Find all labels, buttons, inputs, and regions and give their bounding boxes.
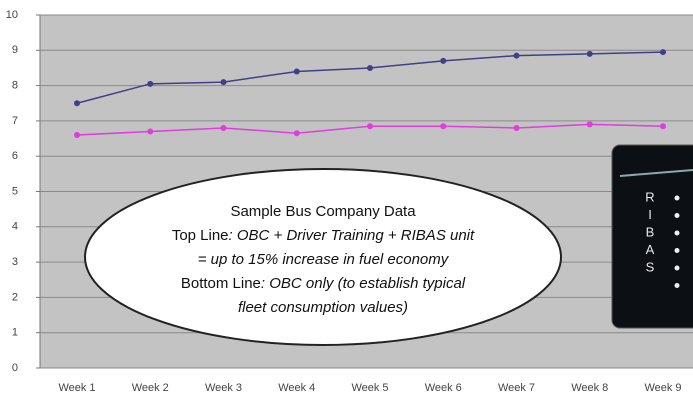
x-tick-label: Week 2 bbox=[132, 382, 169, 394]
data-point bbox=[367, 123, 373, 130]
data-point bbox=[293, 130, 300, 137]
x-tick-label: Week 1 bbox=[58, 382, 95, 394]
device-letter: R bbox=[645, 189, 654, 204]
y-tick-label: 5 bbox=[12, 185, 18, 197]
annotation-title: Sample Bus Company Data bbox=[230, 203, 416, 220]
annotation-ellipse bbox=[84, 168, 562, 346]
y-tick-label: 4 bbox=[12, 221, 18, 233]
data-point bbox=[513, 52, 520, 59]
y-tick-label: 8 bbox=[12, 80, 18, 92]
device-body bbox=[611, 144, 693, 329]
data-point bbox=[660, 123, 666, 130]
device-letter: A bbox=[646, 242, 655, 257]
device-led bbox=[674, 265, 680, 271]
x-tick-label: Week 7 bbox=[498, 382, 535, 394]
y-tick-label: 0 bbox=[12, 362, 18, 374]
data-point bbox=[74, 100, 80, 107]
device-letter: B bbox=[646, 224, 655, 239]
annotation-label: Bottom Line bbox=[181, 275, 261, 292]
annotation-line: Bottom Line: OBC only (to establish typi… bbox=[181, 275, 466, 292]
annotation-line: fleet consumption values) bbox=[238, 299, 408, 316]
annotation-text: : OBC only (to establish typical bbox=[261, 275, 466, 292]
x-tick-label: Week 8 bbox=[571, 382, 608, 394]
device-led bbox=[674, 213, 680, 218]
data-point bbox=[513, 124, 520, 131]
x-tick-label: Week 5 bbox=[351, 382, 388, 394]
device-letter: I bbox=[648, 207, 652, 222]
y-tick-label: 6 bbox=[12, 150, 18, 162]
y-tick-label: 2 bbox=[12, 291, 18, 303]
annotation-line: Top Line: OBC + Driver Training + RIBAS … bbox=[172, 227, 475, 244]
data-point bbox=[147, 128, 154, 135]
annotation: Sample Bus Company Data Top Line: OBC + … bbox=[84, 168, 562, 346]
device-letter: S bbox=[646, 259, 655, 274]
device-led bbox=[674, 248, 680, 253]
y-tick-label: 7 bbox=[12, 115, 18, 127]
data-point bbox=[586, 50, 593, 57]
x-tick-label: Week 3 bbox=[205, 382, 242, 394]
annotation-text: : OBC + Driver Training + RIBAS unit bbox=[229, 227, 475, 244]
data-point bbox=[440, 57, 447, 64]
data-point bbox=[74, 132, 80, 139]
device-trim bbox=[619, 169, 693, 177]
data-point bbox=[586, 121, 593, 128]
x-tick-label: Week 9 bbox=[644, 382, 681, 394]
data-point bbox=[147, 80, 154, 87]
y-tick-label: 1 bbox=[12, 327, 18, 339]
y-tick-label: 9 bbox=[12, 44, 18, 56]
x-tick-label: Week 6 bbox=[425, 382, 462, 394]
device: RIBAS bbox=[611, 144, 693, 329]
data-point bbox=[367, 64, 373, 71]
x-tick-label: Week 4 bbox=[278, 382, 315, 394]
data-point bbox=[220, 79, 227, 86]
annotation-label: Top Line bbox=[172, 227, 229, 244]
data-point bbox=[293, 68, 300, 75]
data-point bbox=[220, 124, 227, 131]
y-tick-label: 3 bbox=[12, 256, 18, 268]
device-led bbox=[674, 283, 680, 288]
data-point bbox=[440, 123, 447, 130]
data-point bbox=[660, 49, 666, 56]
device-led bbox=[674, 195, 680, 201]
annotation-line: = up to 15% increase in fuel economy bbox=[198, 251, 450, 268]
device-led bbox=[674, 230, 680, 236]
y-tick-label: 10 bbox=[6, 9, 18, 21]
